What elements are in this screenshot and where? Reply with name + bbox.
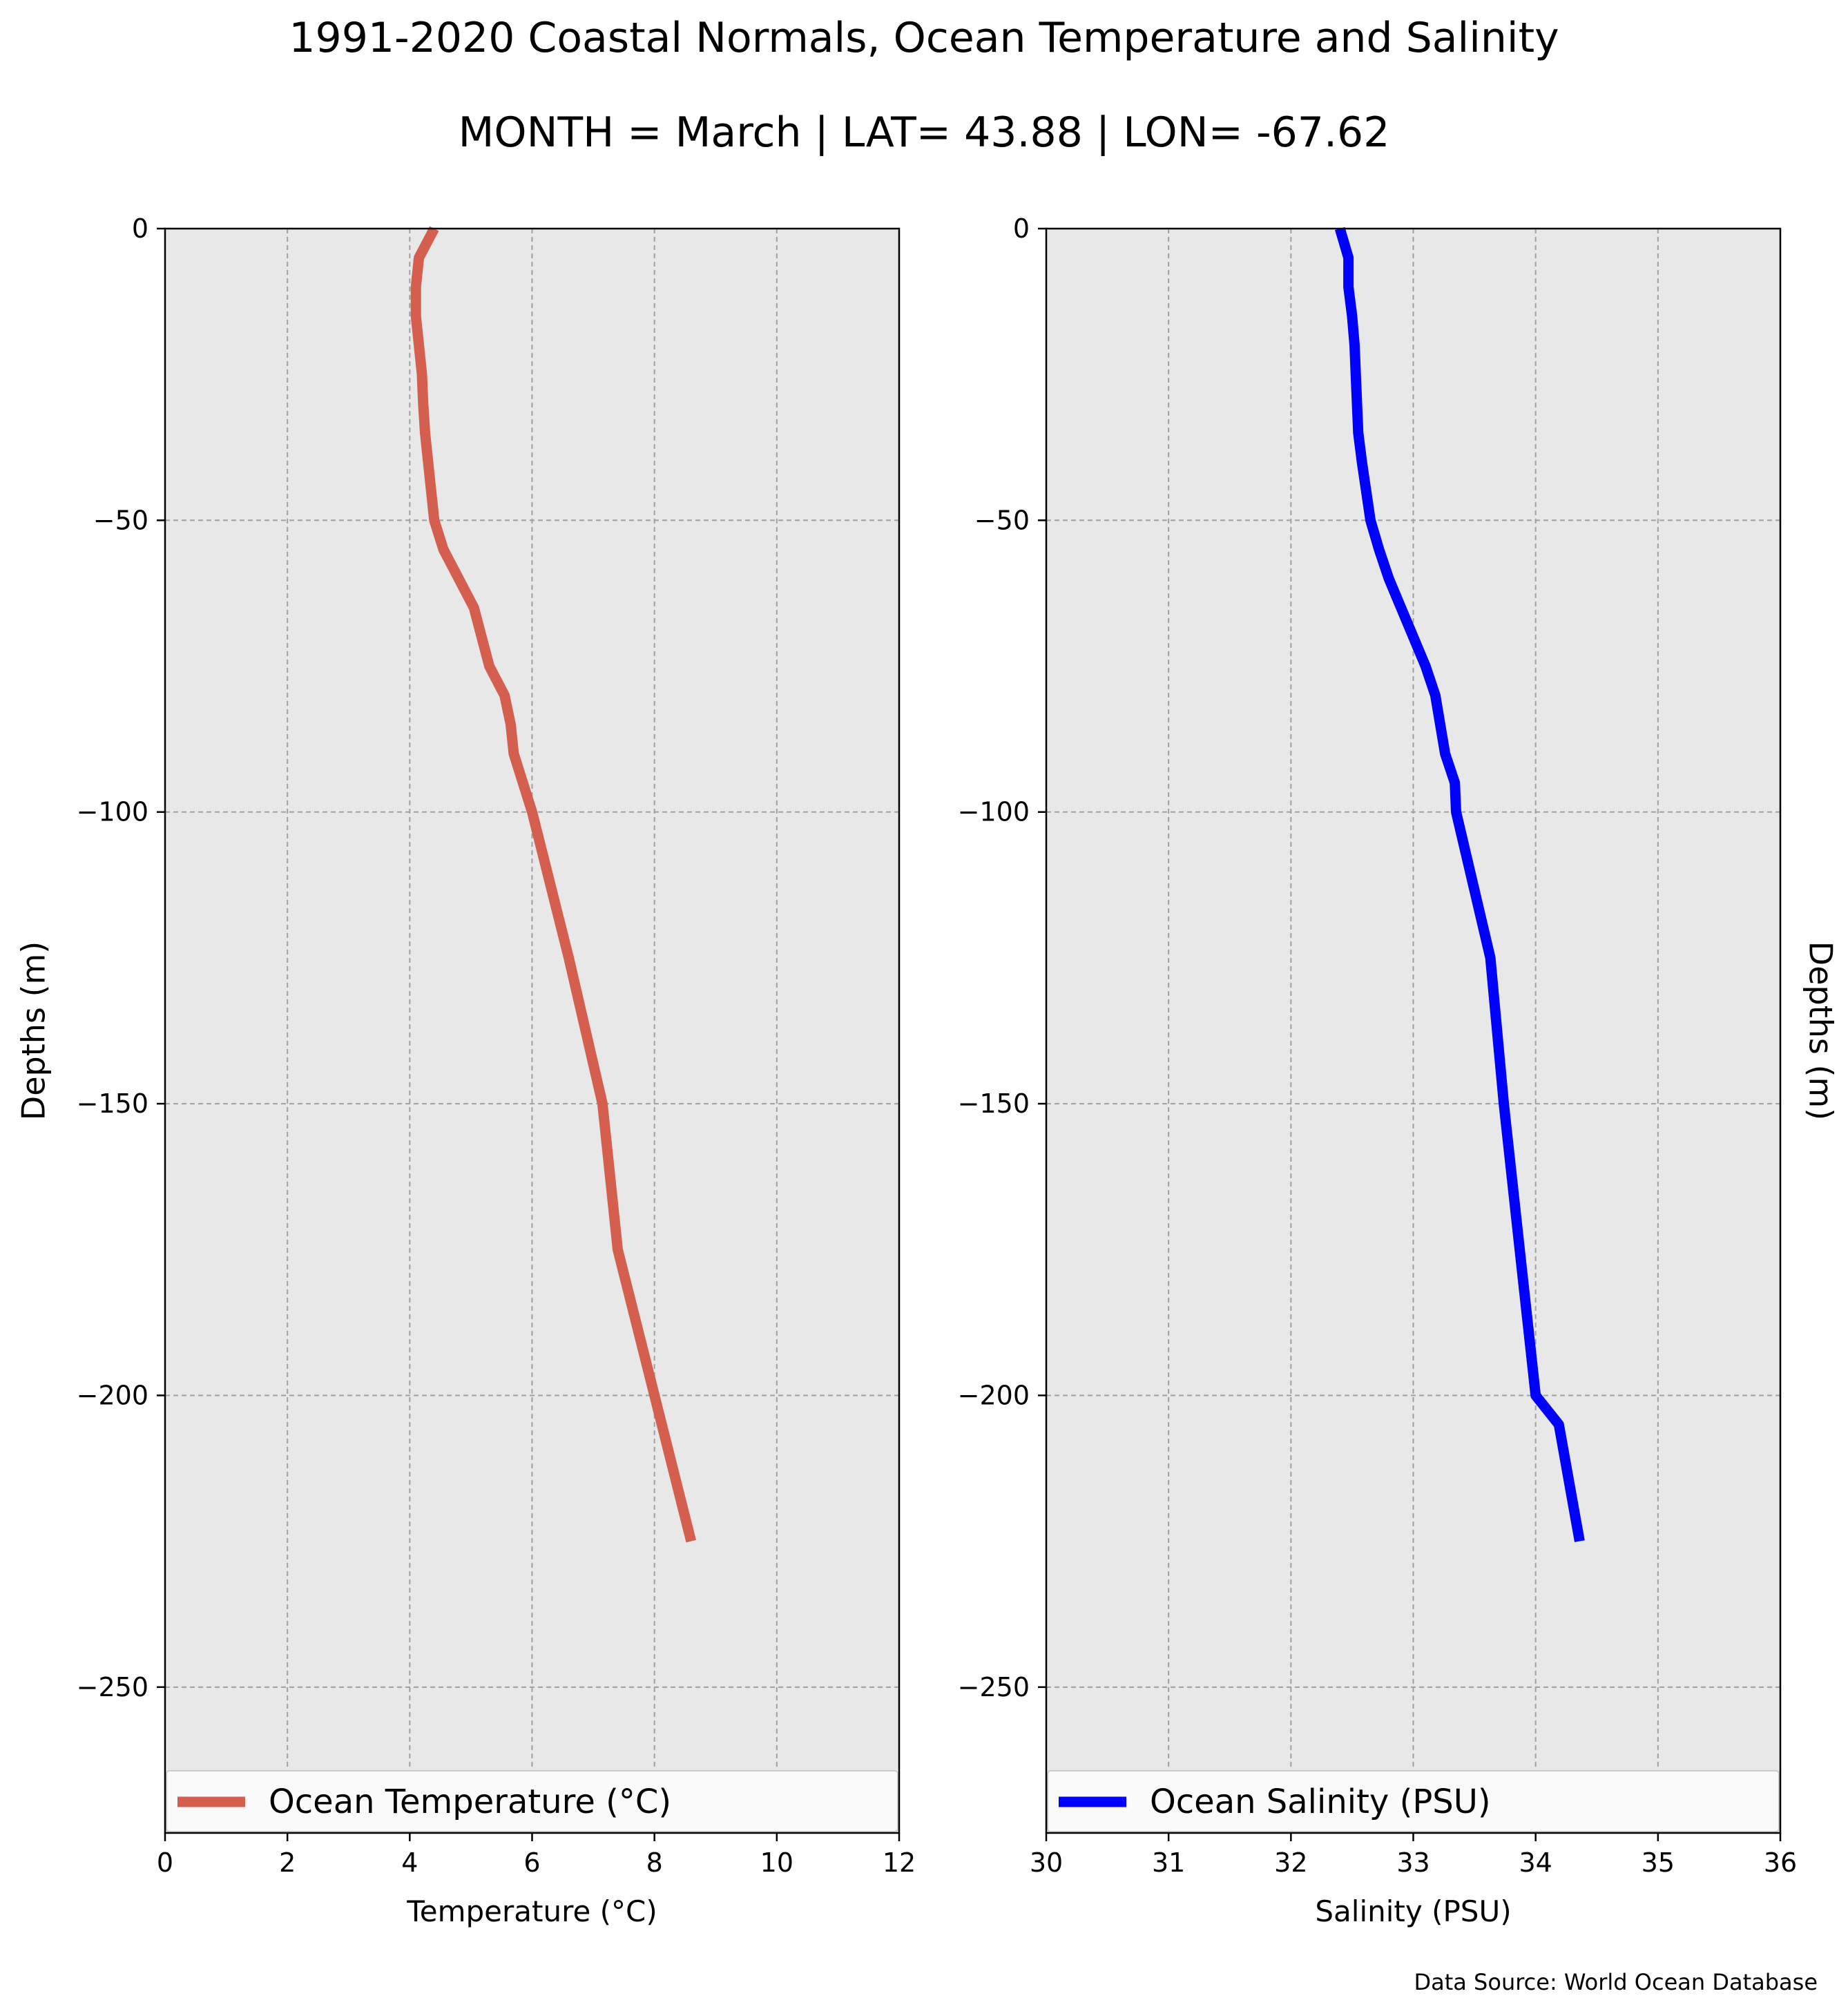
y-tick-label: −200 (77, 1380, 148, 1410)
y-tick-label: −150 (958, 1088, 1030, 1119)
x-tick-label: 32 (1274, 1847, 1307, 1878)
y-tick-label: −100 (77, 797, 148, 827)
x-tick-label: 4 (401, 1847, 418, 1878)
x-tick-label: 36 (1764, 1847, 1797, 1878)
legend: Ocean Salinity (PSU) (1047, 1770, 1780, 1832)
x-tick-label: 35 (1642, 1847, 1675, 1878)
x-tick-label: 12 (883, 1847, 916, 1878)
data-source-note: Data Source: World Ocean Database (1414, 1969, 1818, 1995)
y-tick-label: 0 (1013, 213, 1030, 244)
y-tick-label: −50 (974, 505, 1030, 535)
figure-subtitle: MONTH = March | LAT= 43.88 | LON= -67.62 (459, 108, 1390, 157)
series-line (410, 226, 697, 1543)
chart-panel-salinity: Ocean Salinity (PSU) 30 31 32 33 34 35 36 0 −50 −1… (958, 213, 1840, 1928)
legend-box (166, 1770, 898, 1832)
y-tick-label: −50 (93, 505, 148, 535)
x-tick-label: 8 (646, 1847, 663, 1878)
x-tick-label: 0 (157, 1847, 173, 1878)
x-tick-label: 34 (1519, 1847, 1552, 1878)
y-axis-label: Depths (m) (15, 941, 52, 1120)
legend: Ocean Temperature (°C) (166, 1770, 898, 1832)
y-tick-label: −150 (77, 1088, 148, 1119)
x-tick-label: 10 (760, 1847, 793, 1878)
series-line (1335, 227, 1585, 1542)
x-tick-label: 30 (1030, 1847, 1063, 1878)
x-tick-label: 33 (1396, 1847, 1430, 1878)
y-tick-label: −250 (77, 1672, 148, 1702)
x-axis-label: Temperature (°C) (406, 1894, 657, 1928)
x-tick-label: 2 (279, 1847, 296, 1878)
legend-box (1047, 1770, 1780, 1832)
x-axis-label: Salinity (PSU) (1315, 1894, 1511, 1928)
figure-title: 1991-2020 Coastal Normals, Ocean Tempera… (289, 14, 1559, 62)
y-tick-label: −200 (958, 1380, 1030, 1410)
y-axis-label: Depths (m) (1802, 941, 1840, 1120)
legend-label: Ocean Temperature (°C) (269, 1783, 671, 1821)
y-tick-label: −250 (958, 1672, 1030, 1702)
chart-panel-temperature: Ocean Temperature (°C) 0 2 4 6 8 10 12 0 −50 −100 −… (15, 213, 916, 1928)
x-tick-label: 6 (523, 1847, 540, 1878)
y-tick-label: −100 (958, 797, 1030, 827)
x-tick-label: 31 (1152, 1847, 1185, 1878)
y-tick-label: 0 (132, 213, 148, 244)
legend-label: Ocean Salinity (PSU) (1150, 1783, 1491, 1821)
